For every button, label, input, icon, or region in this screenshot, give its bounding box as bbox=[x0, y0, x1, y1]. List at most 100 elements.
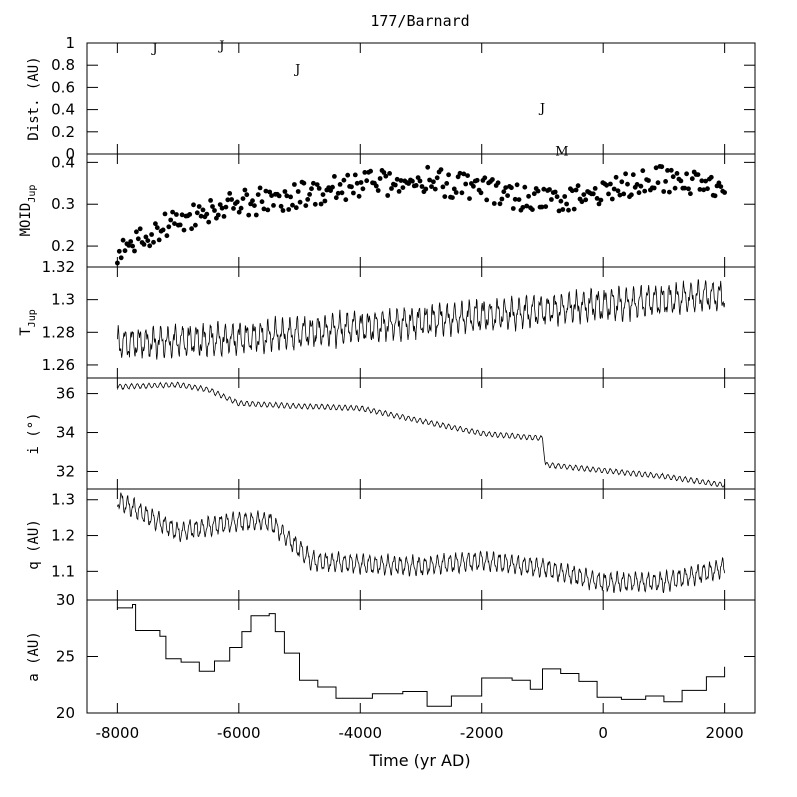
moid-point bbox=[358, 180, 364, 185]
x-tick-label: -4000 bbox=[338, 724, 382, 742]
series-line-incl bbox=[117, 381, 725, 488]
moid-point bbox=[193, 222, 198, 228]
moid-point bbox=[341, 177, 347, 183]
moid-point bbox=[172, 221, 177, 227]
moid-point bbox=[630, 172, 636, 178]
moid-point bbox=[484, 197, 490, 203]
moid-point bbox=[547, 187, 552, 192]
moid-point bbox=[705, 186, 710, 192]
moid-point bbox=[339, 190, 345, 196]
moid-point bbox=[316, 186, 322, 191]
moid-point bbox=[457, 170, 463, 176]
moid-point bbox=[191, 202, 196, 208]
encounter-marker: M bbox=[555, 145, 568, 160]
y-axis-label-q: q (AU) bbox=[26, 519, 42, 570]
moid-point bbox=[318, 201, 324, 207]
moid-point bbox=[115, 260, 120, 266]
moid-point bbox=[194, 210, 200, 216]
y-tick-label-tjup: 1.28 bbox=[42, 323, 75, 341]
moid-point bbox=[269, 193, 274, 199]
moid-point bbox=[621, 191, 627, 197]
moid-point bbox=[356, 193, 362, 199]
moid-point bbox=[564, 201, 569, 207]
moid-point bbox=[253, 212, 259, 218]
moid-point bbox=[377, 176, 383, 181]
encounter-marker: J bbox=[538, 101, 545, 116]
moid-point bbox=[490, 177, 495, 182]
moid-point bbox=[215, 212, 221, 218]
panel-frame-tjup bbox=[86, 266, 756, 379]
moid-point bbox=[151, 239, 156, 245]
moid-point bbox=[651, 185, 657, 191]
moid-point bbox=[429, 184, 434, 190]
moid-point bbox=[646, 178, 651, 183]
moid-point bbox=[661, 189, 667, 194]
moid-point bbox=[459, 190, 465, 196]
moid-point bbox=[200, 207, 206, 213]
moid-point bbox=[166, 224, 172, 230]
moid-point bbox=[655, 180, 661, 186]
moid-point bbox=[516, 197, 522, 203]
moid-point bbox=[566, 207, 571, 213]
moid-point bbox=[413, 183, 419, 188]
moid-point bbox=[130, 243, 136, 249]
moid-point bbox=[284, 193, 290, 199]
moid-point bbox=[352, 172, 358, 178]
moid-point bbox=[604, 182, 609, 188]
moid-point bbox=[665, 168, 670, 173]
moid-point bbox=[579, 199, 585, 205]
moid-point bbox=[128, 239, 134, 244]
moid-point bbox=[219, 205, 225, 211]
x-tick-label: 0 bbox=[598, 724, 608, 742]
moid-point bbox=[505, 193, 510, 199]
moid-point bbox=[179, 212, 185, 218]
moid-point bbox=[396, 189, 402, 194]
moid-point bbox=[611, 186, 617, 192]
moid-point bbox=[560, 207, 566, 212]
moid-point bbox=[708, 174, 714, 180]
moid-point bbox=[198, 213, 204, 219]
moid-point bbox=[410, 178, 415, 184]
moid-point bbox=[573, 187, 579, 193]
y-axis-label-a: a (AU) bbox=[26, 631, 42, 682]
moid-point bbox=[196, 204, 202, 209]
moid-point bbox=[684, 171, 689, 177]
moid-point bbox=[450, 195, 455, 201]
y-tick-label-dist: 0 bbox=[65, 145, 75, 163]
moid-point bbox=[514, 182, 520, 188]
moid-point bbox=[522, 184, 528, 190]
moid-point bbox=[288, 194, 293, 200]
moid-point bbox=[225, 197, 231, 203]
moid-point bbox=[653, 165, 659, 171]
moid-point bbox=[491, 201, 497, 206]
moid-point bbox=[135, 236, 141, 242]
moid-point bbox=[364, 178, 370, 184]
moid-point bbox=[394, 176, 400, 182]
moid-point bbox=[322, 198, 328, 204]
moid-point bbox=[335, 190, 341, 196]
moid-point bbox=[297, 199, 303, 205]
moid-point bbox=[659, 164, 665, 170]
y-tick-label-tjup: 1.32 bbox=[42, 258, 75, 276]
moid-point bbox=[608, 181, 613, 187]
y-axis-label-dist: Dist. (AU) bbox=[26, 56, 42, 140]
moid-point bbox=[271, 203, 276, 208]
moid-point bbox=[668, 167, 674, 173]
panel-incl: 32 34 36 i (°) bbox=[26, 377, 756, 490]
moid-point bbox=[509, 185, 514, 191]
moid-point bbox=[716, 180, 722, 186]
moid-point bbox=[598, 197, 604, 203]
moid-point bbox=[145, 238, 151, 244]
moid-point bbox=[417, 178, 423, 184]
moid-point bbox=[617, 192, 623, 198]
moid-point bbox=[524, 203, 530, 209]
y-tick-label-dist: 0.2 bbox=[51, 123, 75, 141]
moid-point bbox=[238, 205, 244, 211]
moid-point bbox=[160, 227, 166, 233]
moid-point bbox=[431, 179, 436, 185]
moid-point bbox=[606, 191, 611, 197]
moid-point bbox=[581, 192, 587, 198]
moid-point bbox=[609, 196, 615, 202]
moid-point bbox=[596, 201, 602, 207]
moid-point bbox=[583, 197, 589, 203]
